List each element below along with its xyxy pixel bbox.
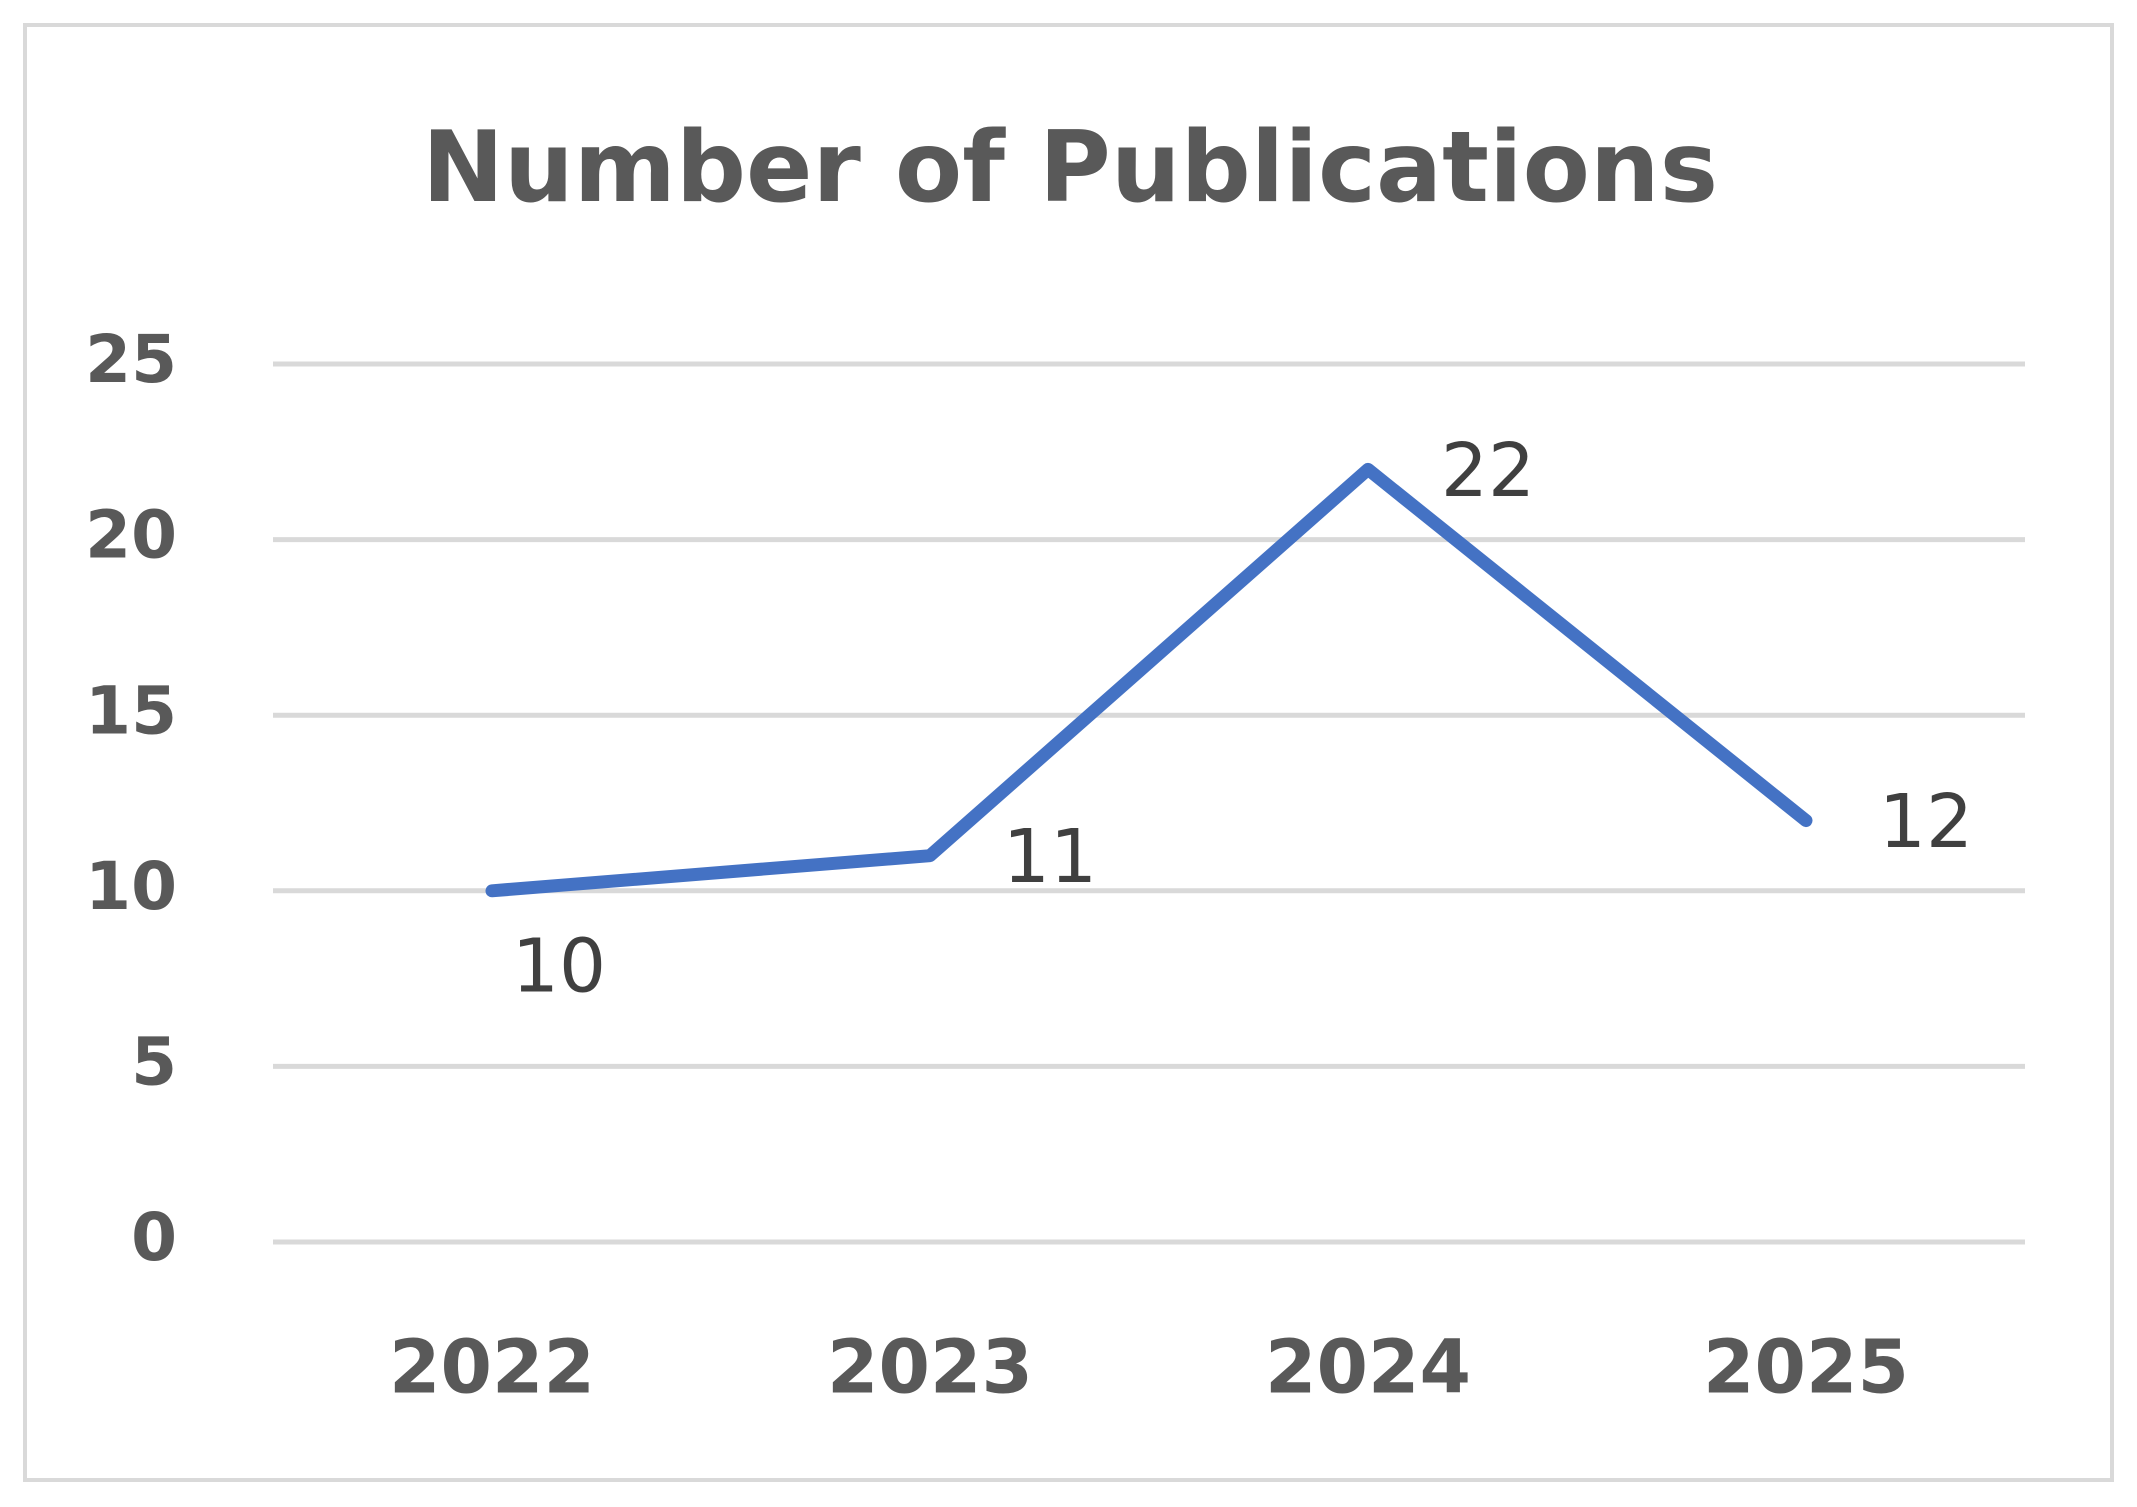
x-tick-label: 2022 xyxy=(389,1325,595,1411)
chart-border xyxy=(23,23,2114,1482)
x-tick-label: 2023 xyxy=(827,1325,1033,1411)
y-tick-label: 5 xyxy=(131,1023,177,1100)
data-label: 10 xyxy=(512,923,606,1009)
x-tick-label: 2024 xyxy=(1265,1325,1471,1411)
y-tick-label: 20 xyxy=(85,497,177,574)
y-tick-label: 10 xyxy=(85,848,177,925)
x-tick-label: 2025 xyxy=(1703,1325,1909,1411)
y-tick-label: 0 xyxy=(131,1199,177,1276)
data-line xyxy=(485,462,1813,898)
data-label: 12 xyxy=(1879,779,1973,865)
data-label: 11 xyxy=(1003,814,1097,900)
y-tick-label: 15 xyxy=(85,672,177,749)
y-tick-label: 25 xyxy=(85,321,177,398)
data-label: 22 xyxy=(1441,428,1535,514)
chart-title: Number of Publications xyxy=(422,111,1718,225)
